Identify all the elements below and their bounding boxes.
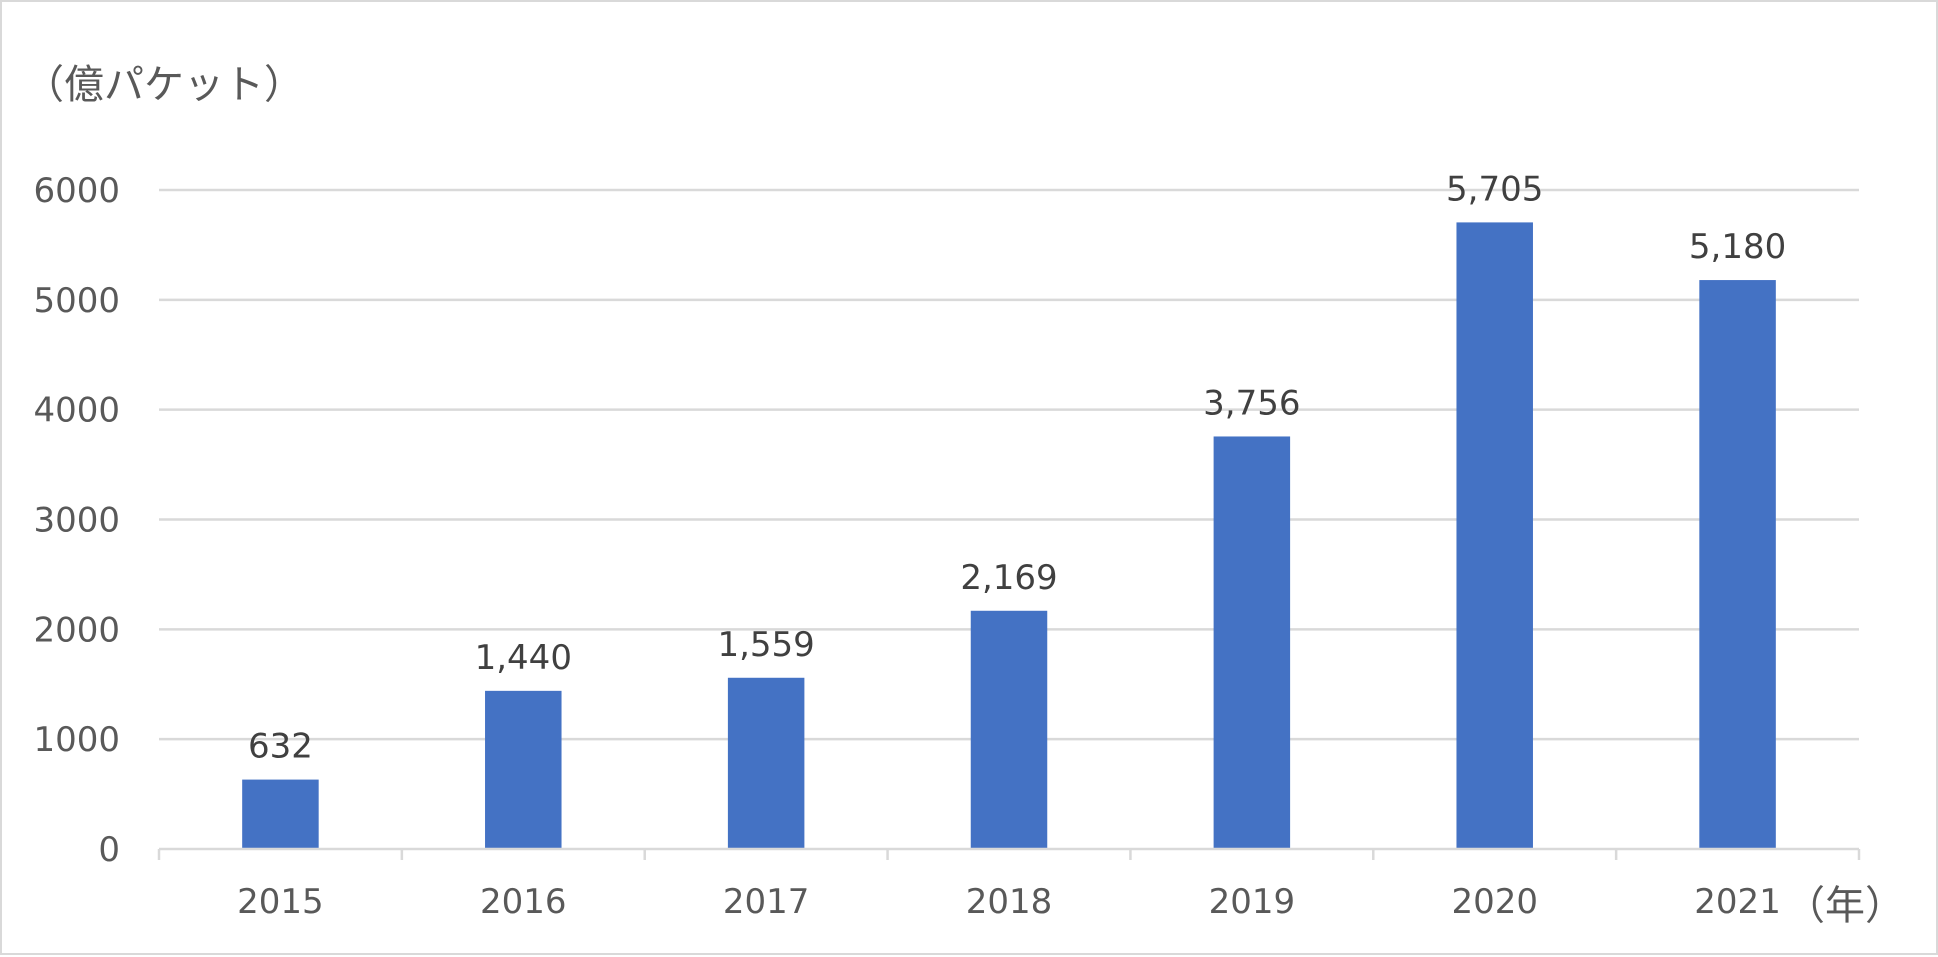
gridlines — [159, 188, 1859, 741]
bar-2019 — [1213, 436, 1291, 849]
y-tick-label: 4000 — [33, 391, 120, 431]
y-tick-label: 2000 — [33, 610, 120, 650]
data-label-2018: 2,169 — [960, 558, 1057, 598]
bar-2021 — [1699, 280, 1776, 849]
x-axis: 2015 2016 2017 2018 2019 2020 2021 — [157, 847, 1861, 922]
x-tick-label-2015: 2015 — [237, 882, 324, 922]
y-axis-ticks: 0 1000 2000 3000 4000 5000 6000 — [33, 171, 120, 870]
y-axis-unit-label: （億パケット） — [24, 62, 304, 108]
x-tick-label-2018: 2018 — [966, 882, 1053, 922]
bars — [242, 222, 1776, 850]
x-tick-label-2017: 2017 — [723, 882, 810, 922]
data-label-2020: 5,705 — [1446, 169, 1543, 209]
data-label-2017: 1,559 — [717, 625, 814, 665]
y-tick-label: 0 — [98, 830, 120, 870]
data-label-2021: 5,180 — [1689, 227, 1786, 267]
y-tick-label: 5000 — [33, 281, 120, 321]
bar-2016 — [485, 690, 562, 849]
data-labels: 632 1,440 1,559 2,169 3,756 5,705 5,180 — [248, 169, 1786, 766]
x-tick-label-2019: 2019 — [1209, 882, 1296, 922]
y-tick-label: 3000 — [33, 501, 120, 541]
data-label-2019: 3,756 — [1203, 383, 1300, 423]
bar-2017 — [727, 677, 805, 849]
y-tick-label: 6000 — [33, 171, 120, 211]
bar-2020 — [1456, 222, 1533, 850]
bar-2015 — [242, 779, 319, 849]
y-tick-label: 1000 — [33, 720, 120, 760]
bar-2018 — [970, 610, 1048, 849]
x-tick-label-2021: 2021 — [1694, 882, 1781, 922]
x-axis-unit-label: （年） — [1785, 883, 1905, 929]
x-tick-label-2016: 2016 — [480, 882, 567, 922]
data-label-2016: 1,440 — [475, 638, 572, 678]
data-label-2015: 632 — [248, 727, 313, 767]
x-tick-label-2020: 2020 — [1451, 882, 1538, 922]
